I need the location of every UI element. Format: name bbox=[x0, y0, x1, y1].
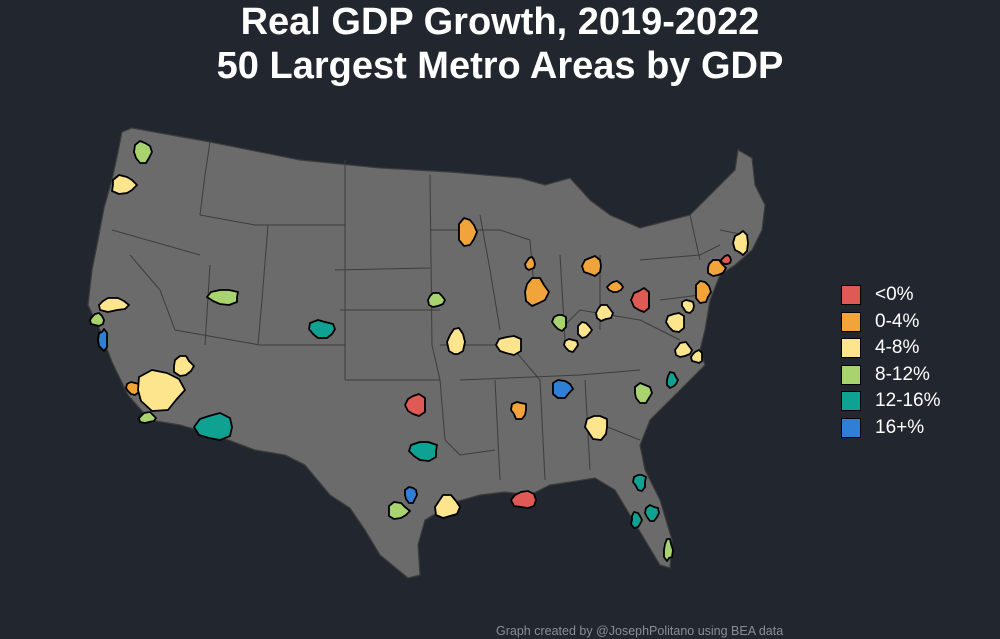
metro-dallas bbox=[408, 441, 438, 462]
metro-new-orleans bbox=[510, 490, 537, 509]
metro-cleveland bbox=[606, 280, 624, 293]
metro-denver bbox=[308, 319, 336, 339]
legend-label: 16+% bbox=[875, 416, 925, 438]
metro-seattle bbox=[133, 140, 153, 164]
metro-indianapolis bbox=[551, 314, 567, 332]
metro-san-diego bbox=[138, 411, 157, 424]
legend-item: 12-16% bbox=[841, 388, 941, 415]
legend-item: 4-8% bbox=[841, 335, 941, 362]
metro-tampa bbox=[630, 511, 643, 529]
metro-raleigh bbox=[666, 371, 679, 389]
metro-philadelphia bbox=[695, 280, 712, 304]
metro-milwaukee bbox=[524, 256, 536, 271]
metro-washington bbox=[665, 312, 685, 333]
metro-hartford bbox=[720, 254, 732, 265]
us-landmass bbox=[87, 127, 766, 579]
metro-san-francisco bbox=[89, 312, 105, 327]
legend-swatch bbox=[841, 417, 861, 438]
metro-atlanta bbox=[584, 415, 608, 441]
metro-orlando bbox=[644, 504, 660, 522]
metro-st-louis bbox=[495, 335, 522, 356]
legend-item: <0% bbox=[841, 282, 941, 309]
metro-boston bbox=[732, 230, 749, 256]
legend-label: 12-16% bbox=[875, 390, 941, 412]
metro-charlotte bbox=[634, 382, 653, 404]
legend-label: <0% bbox=[875, 284, 914, 306]
metro-houston bbox=[434, 494, 461, 519]
metro-areas bbox=[89, 140, 749, 562]
legend-label: 4-8% bbox=[875, 337, 920, 359]
legend-swatch bbox=[841, 391, 861, 412]
metro-memphis bbox=[510, 401, 527, 420]
metro-cincinnati bbox=[577, 321, 593, 339]
metro-baltimore bbox=[681, 299, 695, 314]
metro-los-angeles bbox=[125, 381, 140, 396]
metro-san-jose bbox=[97, 328, 108, 352]
title-line-2: 50 Largest Metro Areas by GDP bbox=[216, 45, 784, 87]
legend-swatch bbox=[841, 338, 861, 359]
metro-virginia-beach bbox=[690, 349, 703, 364]
metro-portland bbox=[111, 174, 138, 195]
metro-nashville bbox=[552, 379, 574, 399]
metro-riverside bbox=[137, 369, 186, 412]
metro-richmond bbox=[674, 341, 693, 358]
metro-chicago bbox=[524, 277, 550, 307]
legend-label: 0-4% bbox=[875, 310, 920, 332]
metro-sacramento bbox=[98, 297, 130, 313]
legend-item: 0-4% bbox=[841, 309, 941, 336]
legend-item: 8-12% bbox=[841, 362, 941, 389]
map-title: Real GDP Growth, 2019-2022 50 Largest Me… bbox=[0, 0, 1000, 88]
metro-phoenix bbox=[193, 412, 233, 441]
metro-pittsburgh bbox=[630, 287, 650, 313]
metro-new-york bbox=[707, 259, 727, 277]
metro-detroit bbox=[581, 255, 602, 277]
metro-columbus bbox=[595, 304, 614, 322]
legend-swatch bbox=[841, 364, 861, 385]
legend-swatch bbox=[841, 311, 861, 332]
legend-item: 16+% bbox=[841, 415, 941, 442]
metro-kansas-city bbox=[446, 327, 466, 355]
metro-jacksonville bbox=[632, 474, 647, 492]
metro-louisville bbox=[563, 338, 579, 353]
metro-salt-lake-city bbox=[206, 289, 239, 306]
title-line-1: Real GDP Growth, 2019-2022 bbox=[240, 1, 760, 43]
legend-swatch bbox=[841, 285, 861, 306]
metro-las-vegas bbox=[173, 355, 195, 377]
legend-label: 8-12% bbox=[875, 363, 930, 385]
metro-miami bbox=[663, 538, 674, 562]
legend: <0% 0-4% 4-8% 8-12% 12-16% 16+% bbox=[841, 282, 941, 441]
metro-san-antonio bbox=[388, 501, 411, 520]
state-borders bbox=[111, 141, 746, 481]
metro-omaha bbox=[427, 292, 446, 308]
credit-text: Graph created by @JosephPolitano using B… bbox=[496, 624, 784, 638]
metro-oklahoma-city bbox=[404, 393, 426, 417]
metro-austin bbox=[404, 486, 418, 504]
metro-minneapolis bbox=[458, 217, 478, 247]
